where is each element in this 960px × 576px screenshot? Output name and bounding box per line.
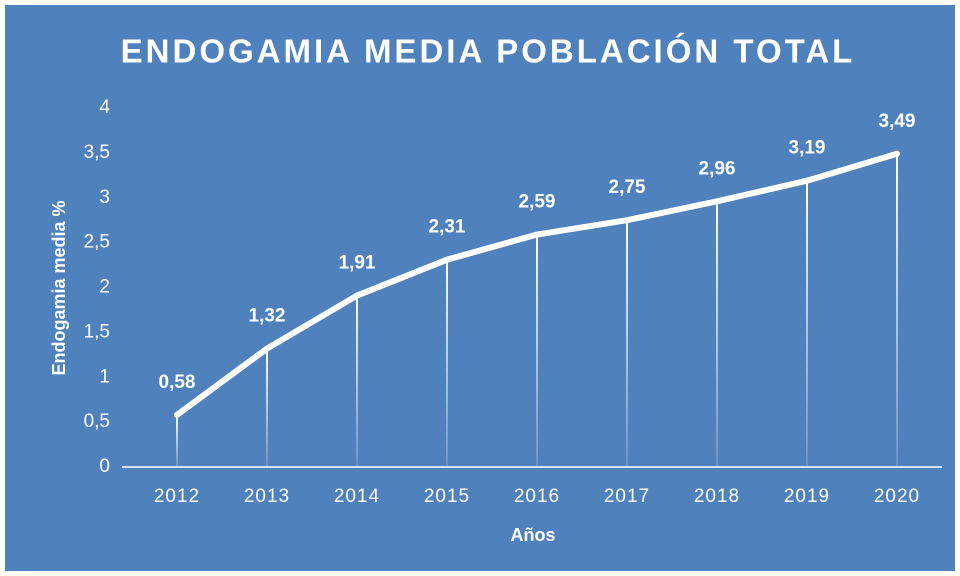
- y-tick-label: 0: [99, 456, 110, 477]
- drop-line: [716, 201, 718, 467]
- chart-background: [5, 5, 955, 571]
- drop-line: [356, 295, 358, 467]
- x-tick-label: 2016: [514, 486, 560, 507]
- data-label: 1,91: [339, 253, 376, 274]
- y-tick-label: 4: [99, 97, 110, 118]
- y-tick-label: 3,5: [84, 142, 110, 163]
- y-tick-label: 2,5: [84, 232, 110, 253]
- drop-line: [266, 348, 268, 467]
- y-tick-label: 3: [99, 187, 110, 208]
- drop-line: [176, 414, 178, 467]
- x-tick-label: 2015: [424, 486, 470, 507]
- y-tick-label: 2: [99, 277, 110, 298]
- y-tick-label: 0,5: [84, 411, 110, 432]
- data-label: 2,59: [519, 192, 556, 213]
- drop-line: [806, 180, 808, 467]
- drop-line: [896, 153, 898, 467]
- data-label: 1,32: [249, 306, 286, 327]
- y-tick-label: 1: [99, 366, 110, 387]
- data-label: 3,49: [879, 111, 916, 132]
- data-label: 3,19: [789, 138, 826, 159]
- data-line: [174, 150, 900, 418]
- x-tick-label: 2018: [694, 486, 740, 507]
- chart-title: ENDOGAMIA MEDIA POBLACIÓN TOTAL: [121, 33, 856, 70]
- drop-line: [446, 259, 448, 467]
- x-tick-label: 2012: [154, 486, 200, 507]
- drop-line: [626, 220, 628, 467]
- x-tick-label: 2013: [244, 486, 290, 507]
- data-label: 0,58: [159, 372, 196, 393]
- data-label: 2,31: [429, 217, 466, 238]
- drop-line: [536, 234, 538, 467]
- x-axis-title: Años: [511, 525, 556, 545]
- y-tick-label: 1,5: [84, 321, 110, 342]
- x-tick-label: 2017: [604, 486, 650, 507]
- y-axis-title: Endogamia media %: [49, 200, 69, 375]
- x-tick-label: 2014: [334, 486, 380, 507]
- data-label: 2,75: [609, 177, 646, 198]
- data-label: 2,96: [699, 158, 736, 179]
- x-tick-label: 2020: [874, 486, 920, 507]
- x-tick-label: 2019: [784, 486, 830, 507]
